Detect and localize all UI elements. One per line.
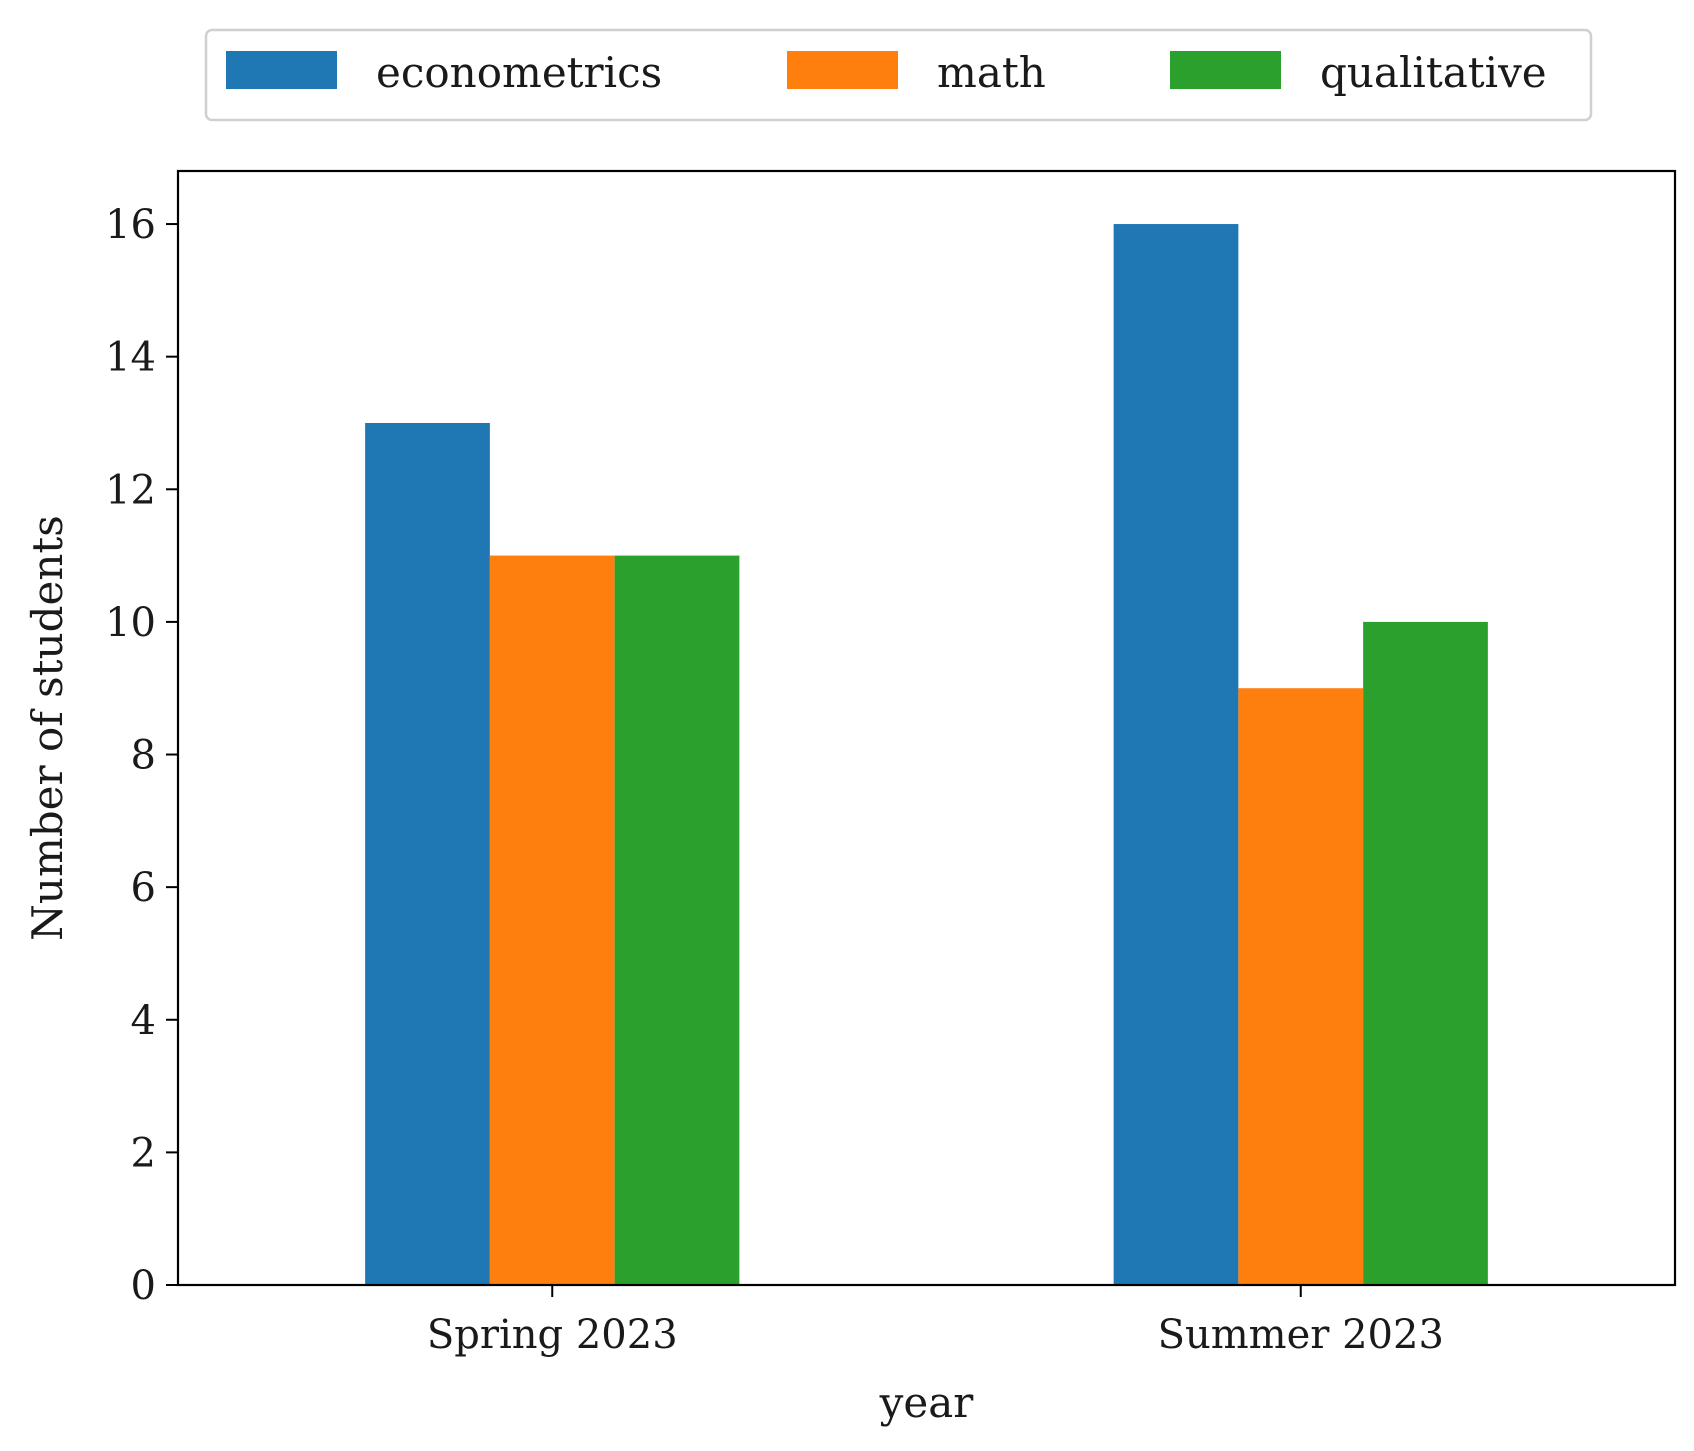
bars-group [365,224,1488,1286]
bar-math-0 [489,555,615,1285]
x-tick-label: Summer 2023 [1158,1312,1444,1358]
y-tick-label: 12 [105,467,156,513]
x-tick-label: Spring 2023 [427,1312,678,1358]
x-axis-label: year [879,1378,975,1427]
bar-econometrics-1 [1113,224,1239,1286]
bar-qualitative-0 [614,555,740,1285]
y-axis-label: Number of students [23,515,72,941]
x-axis: Spring 2023 Summer 2023 [427,1285,1444,1358]
y-tick-label: 14 [105,335,156,381]
y-tick-label: 4 [131,998,156,1044]
legend: econometrics math qualitative [204,28,1593,122]
legend-label-econometrics: econometrics [376,48,662,97]
y-tick-label: 6 [131,865,156,911]
legend-swatch-math [787,51,898,89]
bar-math-1 [1238,688,1364,1285]
y-tick-label: 10 [105,600,156,646]
legend-label-math: math [937,48,1046,97]
y-tick-label: 2 [131,1130,156,1176]
legend-label-qualitative: qualitative [1320,48,1547,97]
bar-econometrics-0 [365,422,490,1285]
y-tick-label: 0 [131,1263,156,1309]
legend-swatch-econometrics [226,51,337,89]
legend-swatch-qualitative [1170,51,1281,89]
y-tick-label: 16 [105,202,156,248]
bar-qualitative-1 [1363,621,1488,1285]
y-axis: 0 2 4 6 8 10 12 14 16 [105,202,178,1309]
plot-area-frame [176,169,1677,1287]
y-tick-label: 8 [131,733,156,779]
